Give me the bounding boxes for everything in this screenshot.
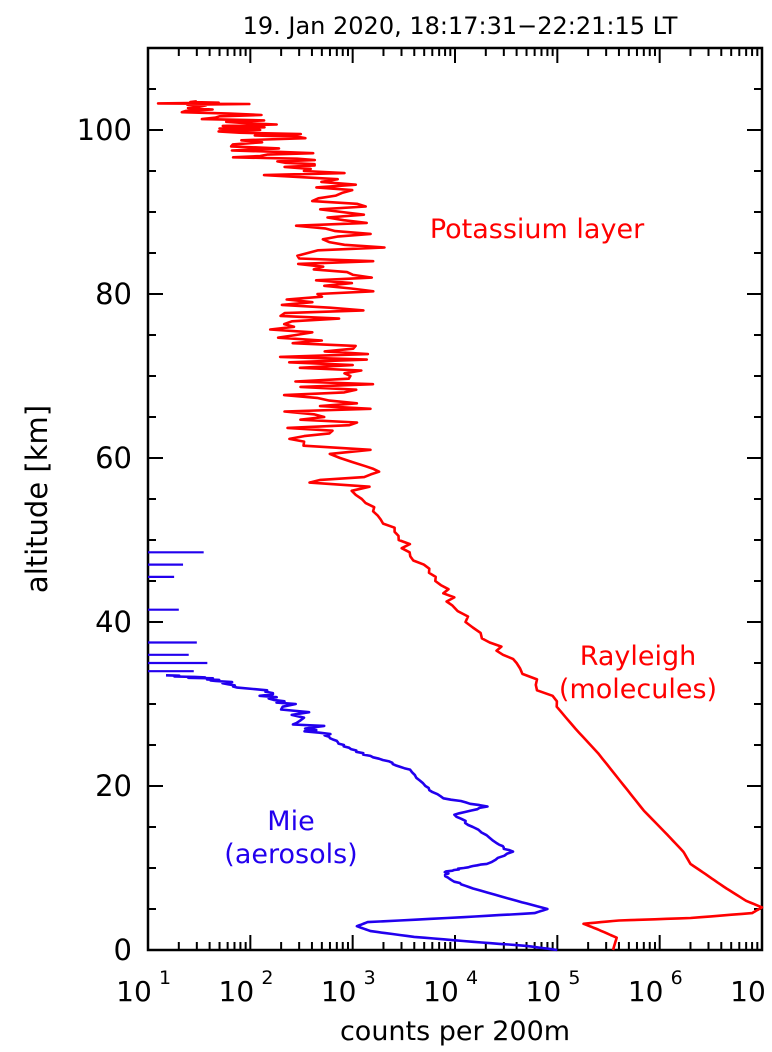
y-tick-label: 60 [95, 441, 132, 475]
x-tick-label-exponent: 3 [364, 967, 376, 989]
x-axis-label: counts per 200m [340, 1016, 570, 1047]
y-tick-labels: 0 20 40 60 80 100 [77, 113, 132, 967]
series-line-mie [165, 674, 558, 952]
x-tick-label-exponent: 1 [159, 967, 171, 989]
x-tick-label-exponent: 6 [671, 967, 683, 989]
chart-title: 19. Jan 2020, 18:17:31−22:21:15 LT [243, 12, 678, 40]
y-tick-label: 80 [95, 277, 132, 311]
annotation-text: Mie [267, 806, 314, 837]
x-tick-label-exponent: 2 [261, 967, 273, 989]
y-tick-label: 20 [95, 769, 132, 803]
x-tick-label-exponent: 4 [466, 967, 478, 989]
y-tick-label: 0 [114, 933, 132, 967]
x-tick-label: 10 [526, 975, 562, 1008]
annotations: Potassium layer Rayleigh(molecules) Mie(ae… [224, 214, 717, 870]
axis-ticks [147, 47, 763, 951]
y-axis-label: altitude [km] [20, 405, 54, 593]
series-line-rayleigh [156, 100, 764, 951]
x-tick-label: 10 [628, 975, 664, 1008]
x-tick-label: 10 [730, 975, 766, 1008]
x-tick-labels: 101102103104105106107 [116, 967, 766, 1008]
x-tick-label-exponent: 5 [568, 967, 580, 989]
annotation-text: Potassium layer [430, 214, 645, 245]
y-tick-label: 100 [77, 113, 132, 147]
y-tick-label: 40 [95, 605, 132, 639]
x-tick-label: 10 [423, 975, 459, 1008]
x-tick-label: 10 [219, 975, 255, 1008]
annotation-text: (aerosols) [224, 839, 357, 870]
annotation-text: Rayleigh [580, 641, 697, 672]
series-layer [148, 100, 764, 952]
x-tick-label: 10 [321, 975, 357, 1008]
annotation-text: (molecules) [559, 674, 717, 705]
x-tick-label: 10 [116, 975, 152, 1008]
